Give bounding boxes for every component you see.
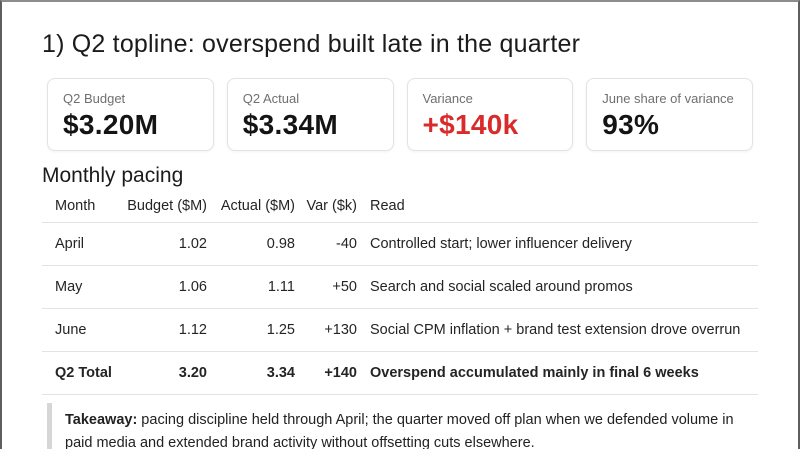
kpi-value: $3.34M: [242, 109, 338, 140]
section-heading: Monthly pacing: [42, 164, 184, 187]
cell-var: +50: [295, 265, 357, 309]
cell-month: April: [42, 222, 125, 266]
kpi-cards-row: Q2 Budget $3.20M Q2 Actual $3.34M Variance +$…: [47, 78, 753, 151]
kpi-value: $3.20M: [63, 109, 159, 140]
takeaway-accent-bar: [47, 402, 52, 449]
column-header-var-k-: Var ($k): [295, 191, 357, 223]
kpi-value: 93%: [602, 109, 660, 140]
cell-actual: 0.98: [207, 222, 295, 266]
takeaway-label: Takeaway:: [65, 411, 138, 428]
cell-budget: 3.20: [125, 351, 207, 395]
table-header-row: Month Budget ($M) Actual ($M) Var ($k) Read: [42, 191, 758, 223]
kpi-card-q2-actual: Q2 Actual $3.34M: [226, 78, 394, 151]
kpi-card-variance: Variance +$140k: [406, 78, 574, 151]
kpi-card-q2-budget: Q2 Budget $3.20M: [47, 78, 214, 151]
kpi-label: June share of variance: [602, 91, 734, 106]
column-header-budget-m-: Budget ($M): [125, 191, 207, 223]
table-row: April 1.02 0.98 -40 Controlled start; lower …: [42, 222, 758, 266]
cell-budget: 1.06: [125, 265, 207, 309]
cell-read: Controlled start; lower influencer deliv…: [357, 222, 758, 266]
cell-read: Search and social scaled around promos: [357, 265, 758, 309]
slide-title: 1) Q2 topline: overspend built late in t…: [42, 30, 581, 58]
kpi-label: Q2 Actual: [242, 91, 300, 106]
column-header-month: Month: [42, 191, 125, 223]
table-row: June 1.12 1.25 +130 Social CPM inflation + b…: [42, 308, 758, 352]
cell-month: May: [42, 265, 125, 309]
takeaway-callout: Takeaway: pacing discipline held through…: [47, 402, 753, 449]
cell-read: Social CPM inflation + brand test extens…: [357, 308, 758, 352]
cell-read: Overspend accumulated mainly in final 6 …: [357, 351, 758, 395]
cell-month: Q2 Total: [42, 351, 125, 395]
kpi-label: Variance: [422, 91, 473, 106]
cell-actual: 1.25: [207, 308, 295, 352]
cell-actual: 3.34: [207, 351, 295, 395]
cell-budget: 1.12: [125, 308, 207, 352]
kpi-value: +$140k: [422, 109, 519, 140]
takeaway-text-block: Takeaway: pacing discipline held through…: [52, 403, 753, 449]
column-header-read: Read: [357, 191, 758, 223]
cell-var: -40: [295, 222, 357, 266]
cell-var: +140: [295, 351, 357, 395]
table-row: Q2 Total 3.20 3.34 +140 Overspend accumulate…: [42, 351, 758, 395]
cell-month: June: [42, 308, 125, 352]
kpi-label: Q2 Budget: [63, 91, 126, 106]
takeaway-text: pacing discipline held through April; th…: [65, 411, 734, 449]
cell-actual: 1.11: [207, 265, 295, 309]
kpi-card-june-share-of-variance: June share of variance 93%: [586, 78, 753, 151]
cell-budget: 1.02: [125, 222, 207, 266]
table-row: May 1.06 1.11 +50 Search and social scaled a…: [42, 265, 758, 309]
monthly-pacing-table: Month Budget ($M) Actual ($M) Var ($k) Read …: [42, 191, 758, 395]
cell-var: +130: [295, 308, 357, 352]
column-header-actual-m-: Actual ($M): [207, 191, 295, 223]
